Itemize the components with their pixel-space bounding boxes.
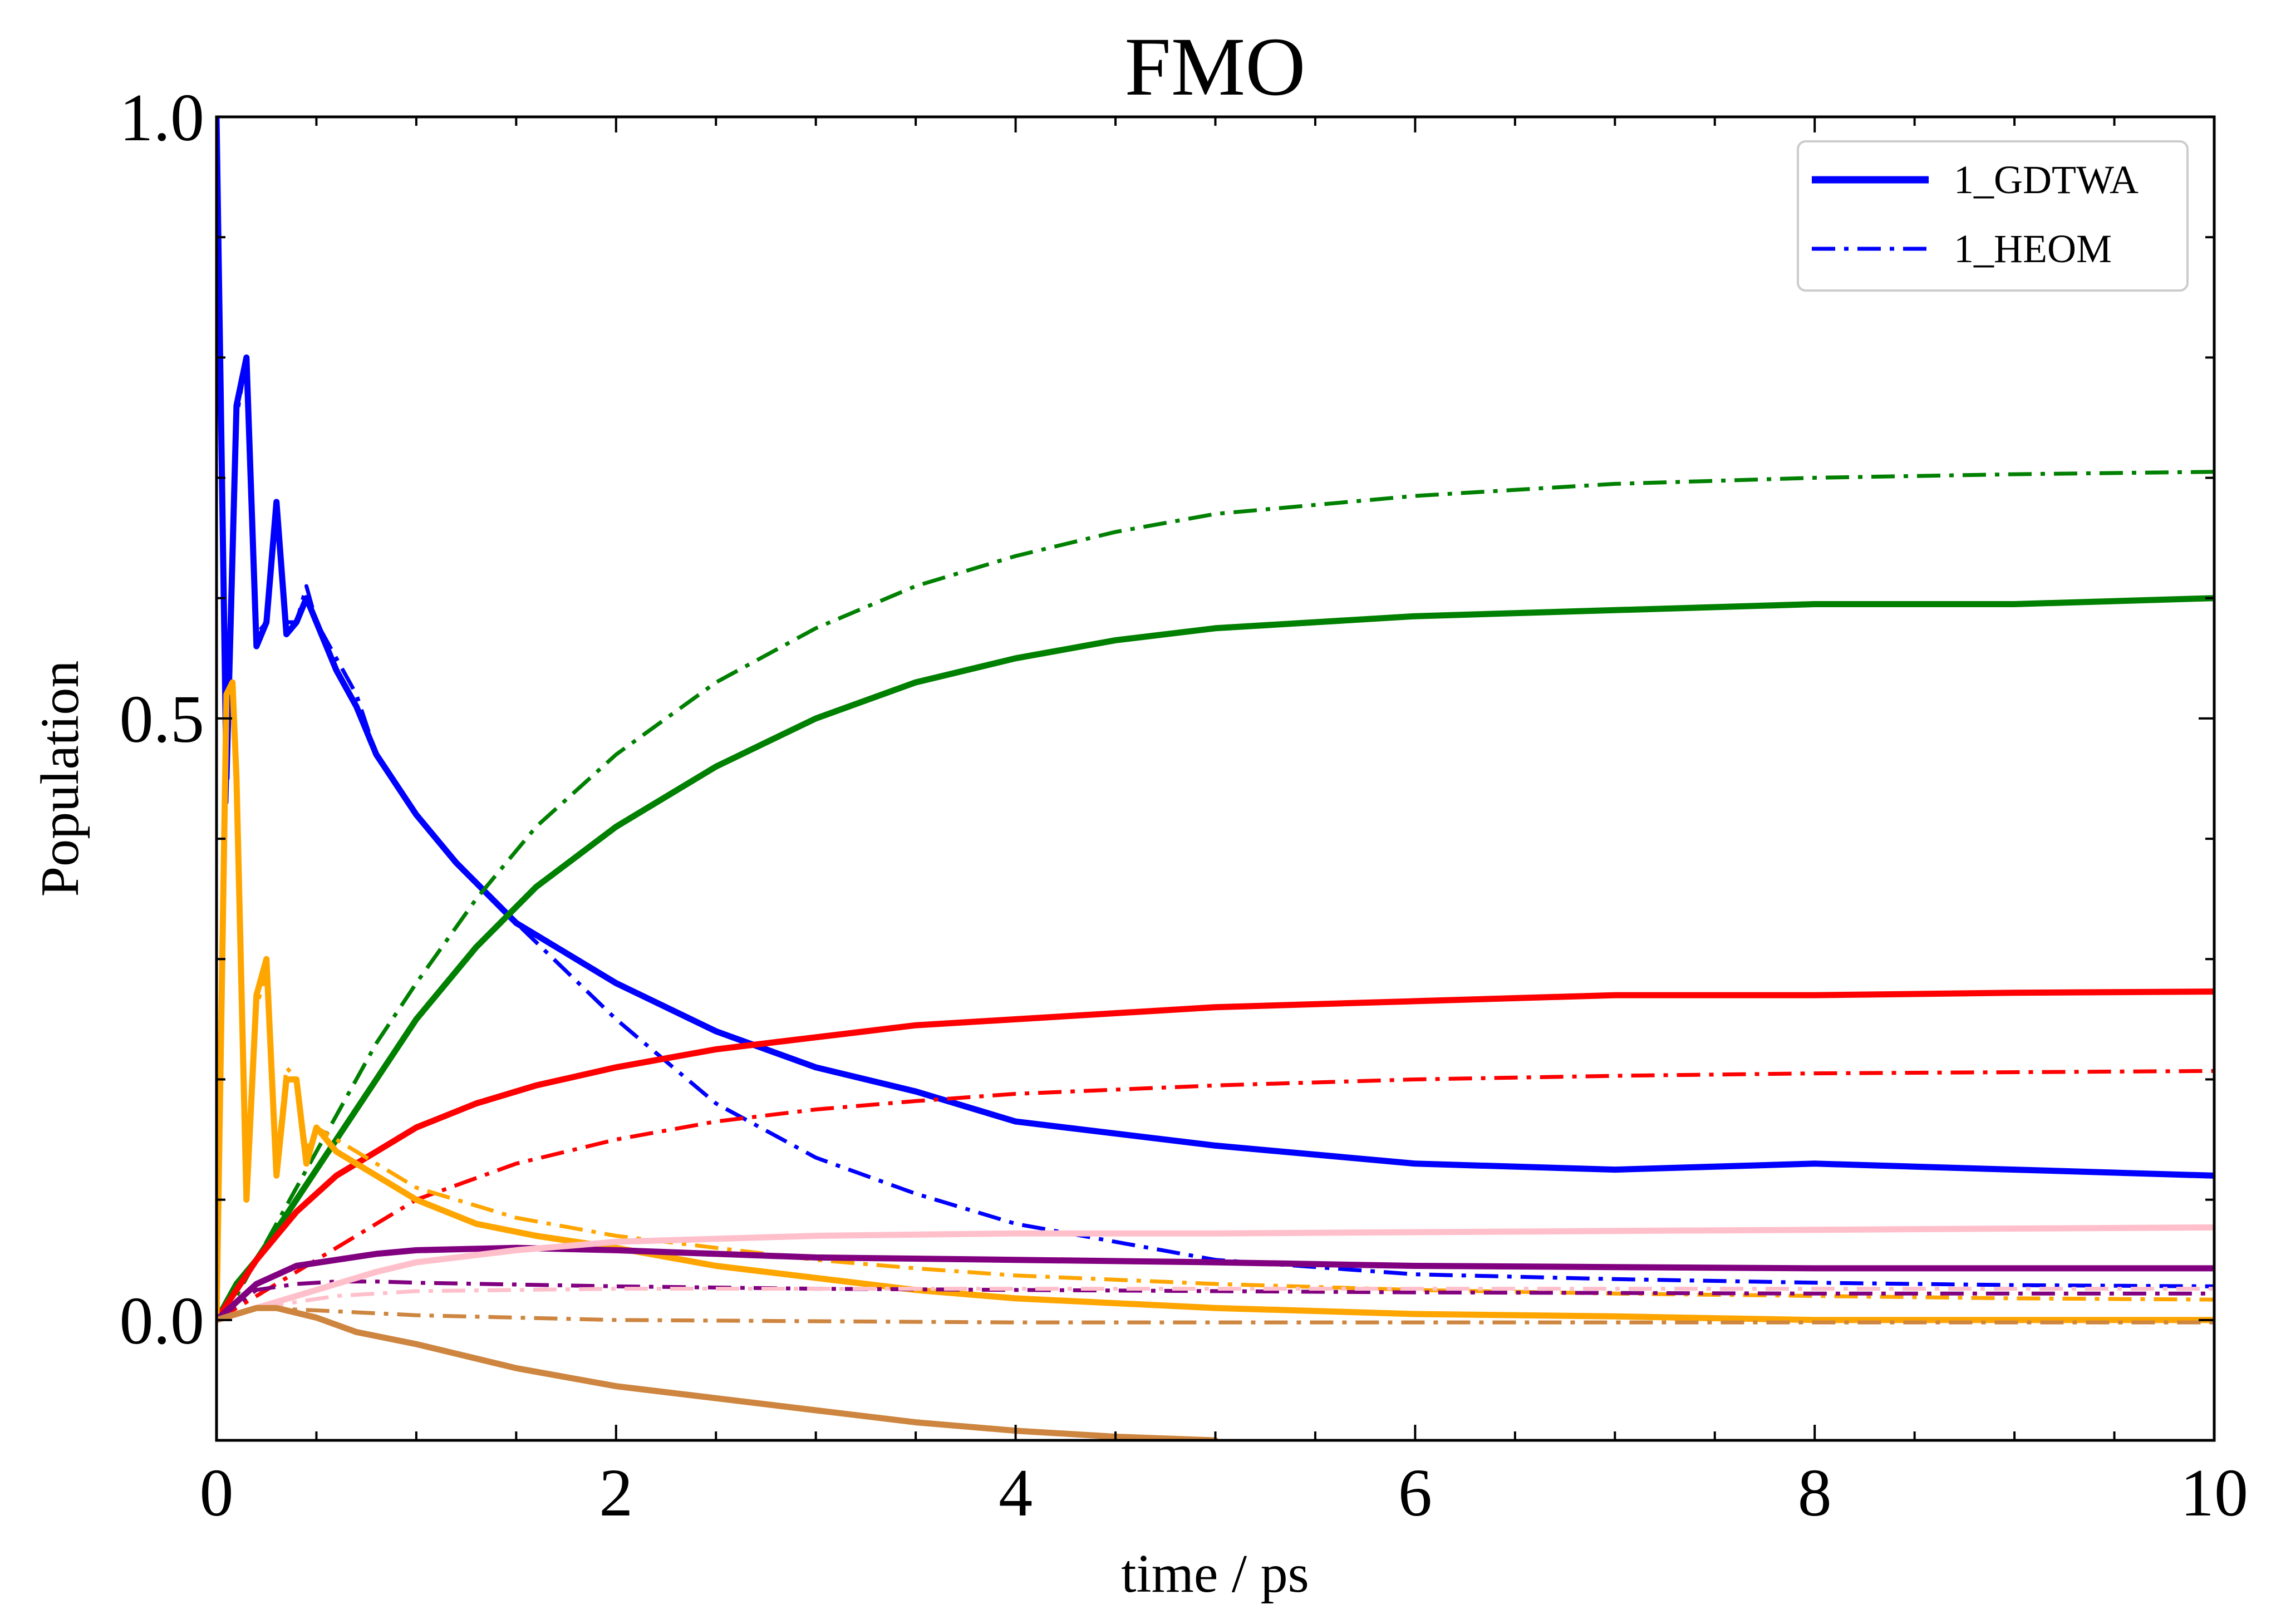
series-6-gdtwa-line xyxy=(217,679,2214,1323)
y-axis-label: Population xyxy=(30,661,90,897)
series-4-gdtwa-line xyxy=(217,988,2214,1323)
series-1-heom-line xyxy=(217,117,2214,1288)
series-2-gdtwa-line xyxy=(217,595,2214,1323)
series-3-heom-line xyxy=(217,470,2214,1322)
series-11-heom-line xyxy=(217,1287,2214,1322)
series-7-heom-line xyxy=(217,692,2214,1320)
series-12-gdtwa-line xyxy=(217,1305,1218,1440)
plot-frame xyxy=(215,115,2216,1442)
y-tick-label: 0.5 xyxy=(120,682,205,757)
series-13-heom-line xyxy=(217,1306,2214,1325)
x-tick-label: 10 xyxy=(2180,1455,2248,1531)
x-tick-label: 4 xyxy=(999,1455,1033,1531)
series-8-gdtwa-line xyxy=(217,1244,2214,1323)
x-tick-label: 8 xyxy=(1798,1455,1832,1531)
x-axis-label: time / ps xyxy=(1121,1544,1309,1604)
chart-title: FMO xyxy=(1124,21,1305,113)
legend-label-1-heom: 1_HEOM xyxy=(1954,227,2112,271)
x-tick-label: 0 xyxy=(200,1455,234,1531)
series-layer xyxy=(217,117,2214,1440)
legend-label-1-gdtwa: 1_GDTWA xyxy=(1954,158,2139,202)
x-tick-label: 6 xyxy=(1398,1455,1432,1531)
y-tick-label: 0.0 xyxy=(120,1283,205,1359)
x-tick-label: 2 xyxy=(599,1455,633,1531)
series-5-heom-line xyxy=(217,1069,2214,1322)
y-tick-label: 1.0 xyxy=(120,80,205,155)
series-0-gdtwa-line xyxy=(217,117,2214,1179)
series-10-gdtwa-line xyxy=(217,1224,2214,1323)
legend: 1_GDTWA 1_HEOM xyxy=(1797,140,2189,292)
ticks-layer: 0 2 4 6 8 10 0.0 0.5 1.0 xyxy=(120,80,2249,1531)
series-9-heom-line xyxy=(217,1279,2214,1322)
